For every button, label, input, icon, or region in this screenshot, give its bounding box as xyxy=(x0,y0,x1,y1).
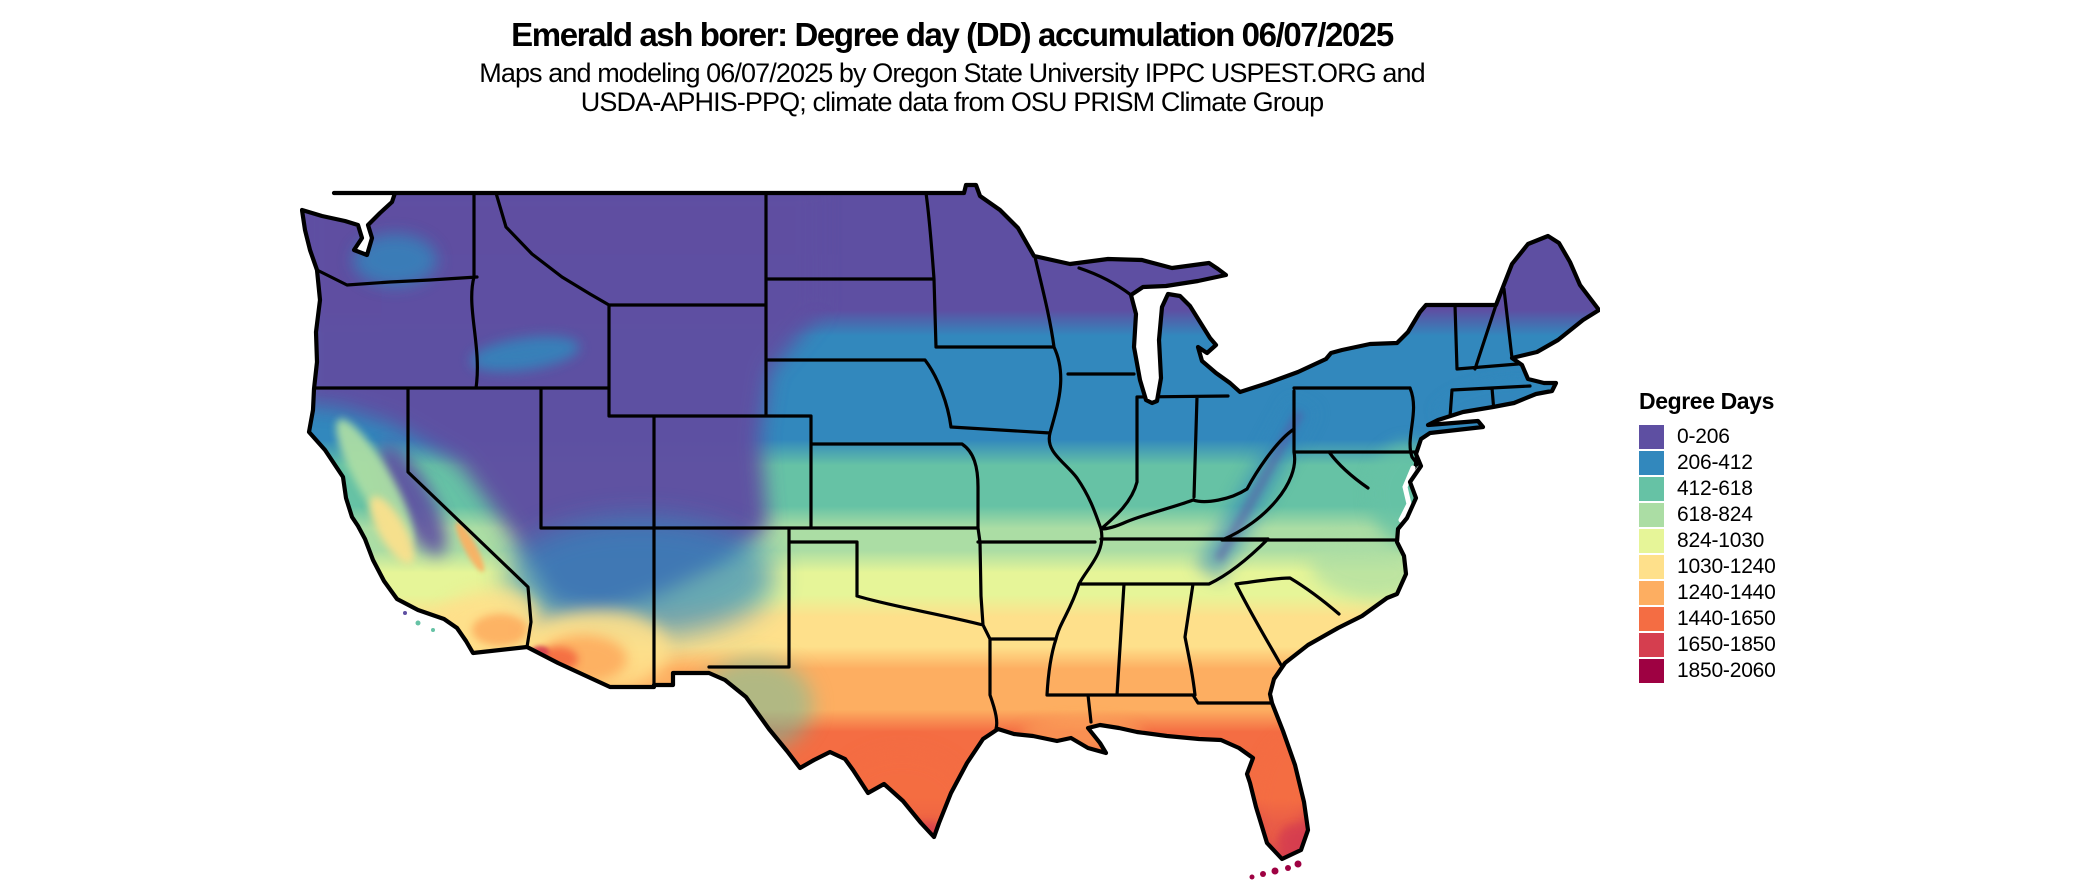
legend-swatch xyxy=(1639,659,1664,683)
legend-label: 1030-1240 xyxy=(1677,555,1776,578)
legend-swatch xyxy=(1639,477,1664,501)
legend-label: 206-412 xyxy=(1677,451,1753,474)
legend-swatch xyxy=(1639,503,1664,527)
legend-label: 618-824 xyxy=(1677,503,1753,526)
map-subtitle-line2: USDA-APHIS-PPQ; climate data from OSU PR… xyxy=(580,87,1324,117)
sierra-nevada-overlay xyxy=(377,444,447,556)
legend-swatch xyxy=(1639,529,1664,553)
legend-swatch xyxy=(1639,555,1664,579)
legend-swatch xyxy=(1639,425,1664,449)
legend-label: 412-618 xyxy=(1677,477,1753,500)
us-degree-day-map xyxy=(300,182,1600,880)
us-outline xyxy=(300,182,1600,862)
legend-label: 0-206 xyxy=(1677,425,1730,448)
legend-title: Degree Days xyxy=(1639,388,1774,414)
legend-label: 1850-2060 xyxy=(1677,659,1776,682)
legend-label: 824-1030 xyxy=(1677,529,1765,552)
legend-swatch xyxy=(1639,581,1664,605)
legend-label: 1440-1650 xyxy=(1677,607,1776,630)
channel-islands xyxy=(403,611,435,632)
legend-item: 206-412 xyxy=(1639,450,1776,476)
legend-item: 1440-1650 xyxy=(1639,606,1776,632)
map-subtitle: Maps and modeling 06/07/2025 by Oregon S… xyxy=(0,59,1904,117)
legend-item: 0-206 xyxy=(1639,424,1776,450)
legend-item: 1030-1240 xyxy=(1639,554,1776,580)
rio-grande-valley-hot-spot xyxy=(908,822,948,852)
southwest-highlands-overlay xyxy=(505,517,775,637)
legend-label: 1650-1850 xyxy=(1677,633,1776,656)
legend: Degree Days 0-206 206-412 412-618 618-82… xyxy=(1639,388,1776,684)
legend-swatch xyxy=(1639,633,1664,657)
snake-river-plain-overlay xyxy=(470,336,580,372)
legend-label: 1240-1440 xyxy=(1677,581,1776,604)
death-valley-overlay xyxy=(455,522,485,572)
columbia-basin-overlay xyxy=(353,234,437,286)
legend-item: 1650-1850 xyxy=(1639,632,1776,658)
florida-keys xyxy=(1249,860,1302,880)
mountain-west-low-dd-overlay xyxy=(302,185,820,614)
legend-swatch xyxy=(1639,451,1664,475)
map-subtitle-line1: Maps and modeling 06/07/2025 by Oregon S… xyxy=(479,58,1425,88)
legend-item: 824-1030 xyxy=(1639,528,1776,554)
legend-item: 1850-2060 xyxy=(1639,658,1776,684)
salton-desert-overlay xyxy=(472,614,528,646)
raster-layer xyxy=(302,185,1599,859)
central-valley-south-overlay xyxy=(369,496,415,564)
west-texas-overlay xyxy=(697,657,813,753)
legend-item: 1240-1440 xyxy=(1639,580,1776,606)
carolina-coastal-overlay xyxy=(1310,541,1420,599)
legend-item: 412-618 xyxy=(1639,476,1776,502)
legend-item: 618-824 xyxy=(1639,502,1776,528)
legend-swatch xyxy=(1639,607,1664,631)
chesapeake-bay xyxy=(1398,465,1416,523)
state-borders xyxy=(311,191,1532,731)
south-texas-hot-overlay xyxy=(834,752,970,856)
map-title: Emerald ash borer: Degree day (DD) accum… xyxy=(511,16,1394,53)
